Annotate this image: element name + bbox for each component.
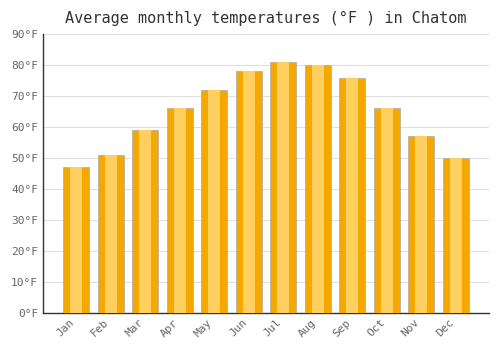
Bar: [374, 108, 400, 313]
Bar: [408, 136, 434, 313]
Bar: [70, 167, 82, 313]
Bar: [174, 108, 186, 313]
Bar: [304, 65, 330, 313]
Bar: [442, 158, 468, 313]
Bar: [201, 90, 227, 313]
Bar: [208, 90, 220, 313]
Title: Average monthly temperatures (°F ) in Chatom: Average monthly temperatures (°F ) in Ch…: [65, 11, 466, 26]
Bar: [98, 155, 124, 313]
Bar: [63, 167, 89, 313]
Bar: [278, 62, 289, 313]
Bar: [416, 136, 427, 313]
Bar: [270, 62, 296, 313]
Bar: [346, 78, 358, 313]
Bar: [166, 108, 192, 313]
Bar: [236, 71, 262, 313]
Bar: [339, 78, 365, 313]
Bar: [243, 71, 254, 313]
Bar: [381, 108, 392, 313]
Bar: [140, 130, 151, 313]
Bar: [105, 155, 117, 313]
Bar: [450, 158, 462, 313]
Bar: [132, 130, 158, 313]
Bar: [312, 65, 324, 313]
